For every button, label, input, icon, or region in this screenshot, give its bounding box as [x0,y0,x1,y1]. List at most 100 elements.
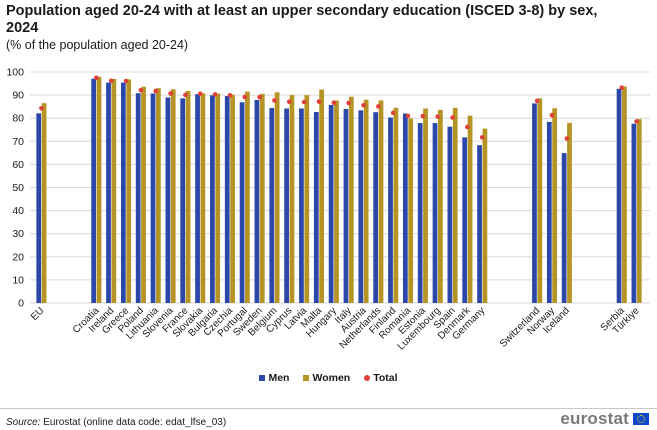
bar-men [150,93,156,303]
chart-title: Population aged 20-24 with at least an u… [6,3,598,36]
bar-women [378,100,384,304]
bar-women [141,86,146,303]
bar-women [363,99,369,303]
bar-women [636,119,642,304]
bar-women [41,103,47,303]
bar-men [447,126,453,303]
marker-total [450,115,455,120]
gridlines [30,71,650,304]
bar-women [348,96,354,303]
y-axis-ticks: 0 10 20 30 40 50 60 70 80 90 100 [6,67,24,310]
logo-text: eurostat [560,409,629,428]
bar-men [462,137,468,303]
legend-swatch-men [259,375,266,381]
bar-women [185,90,191,303]
marker-total [39,105,44,111]
marker-total [183,92,188,98]
marker-total [435,114,440,119]
source-note: Source: Eurostat (online data code: edat… [6,417,226,428]
legend-label-women: Women [312,372,351,384]
bar-women [334,100,339,304]
bar-women [245,91,250,303]
bar-women [482,128,488,303]
marker-total [331,100,337,106]
bar-men [402,113,408,303]
y-tick-label: 50 [12,182,24,194]
x-tick-label: EU [29,305,47,323]
bars [36,76,642,304]
y-tick-label: 60 [12,159,24,171]
y-tick-label: 20 [12,251,24,263]
legend-item-men: Men [259,372,289,384]
bar-men [120,82,126,303]
bar-women [408,118,414,303]
marker-total [286,99,292,105]
footer-divider [0,408,657,409]
legend-label-men: Men [268,372,290,384]
y-tick-label: 80 [12,113,24,125]
source-label: Source: [6,417,41,428]
eurostat-logo: eurostat [560,409,649,429]
marker-total [257,94,262,100]
bar-men [91,78,97,303]
bar-men [343,108,349,304]
chart-subtitle: (% of the population aged 20-24) [6,38,189,52]
marker-total [242,94,248,100]
bar-men [477,145,482,303]
legend-swatch-total [364,375,371,381]
marker-total [564,136,570,141]
y-tick-label: 0 [18,298,24,310]
bar-women [156,88,161,303]
marker-total [479,135,485,140]
bar-men [417,123,423,304]
bar-men [180,98,186,303]
total-markers [39,75,639,141]
marker-total [420,113,426,119]
y-tick-label: 40 [12,205,24,217]
marker-total [405,113,411,119]
bar-men [210,95,215,304]
bar-men [373,112,379,303]
bar-women [259,93,265,303]
bar-men [388,117,393,303]
y-tick-label: 30 [12,228,24,240]
bar-women [126,79,132,303]
marker-total [534,98,540,104]
source-text: Eurostat (online data code: edat_lfse_03… [40,417,227,428]
bar-women [393,107,399,304]
bar-women [537,98,543,303]
bar-women [96,76,102,303]
bar-women [567,122,572,303]
marker-total [123,78,129,84]
marker-total [197,91,203,97]
marker-total [465,124,470,130]
bar-women [452,107,458,304]
marker-total [272,98,277,103]
marker-total [549,112,555,118]
bar-men [532,103,537,303]
y-tick-label: 100 [6,67,24,79]
marker-total [301,99,307,105]
marker-total [153,88,159,94]
bar-men [313,111,319,303]
bar-men [631,123,637,303]
marker-total [227,93,233,98]
marker-total [212,92,218,97]
bar-men [328,105,334,304]
y-tick-label: 90 [12,90,24,102]
marker-total [390,110,396,116]
bar-women [289,95,295,303]
legend-label-total: Total [373,372,398,384]
bar-women [274,92,280,303]
bar-men [195,94,200,304]
marker-total [138,87,144,93]
bar-men [284,108,289,303]
bar-women [319,89,325,303]
bar-men [299,108,304,303]
y-tick-label: 10 [12,274,24,286]
bar-men [358,110,364,303]
bar-men [561,153,567,303]
bar-men [36,113,42,303]
bar-women [111,78,117,304]
marker-total [316,99,322,104]
